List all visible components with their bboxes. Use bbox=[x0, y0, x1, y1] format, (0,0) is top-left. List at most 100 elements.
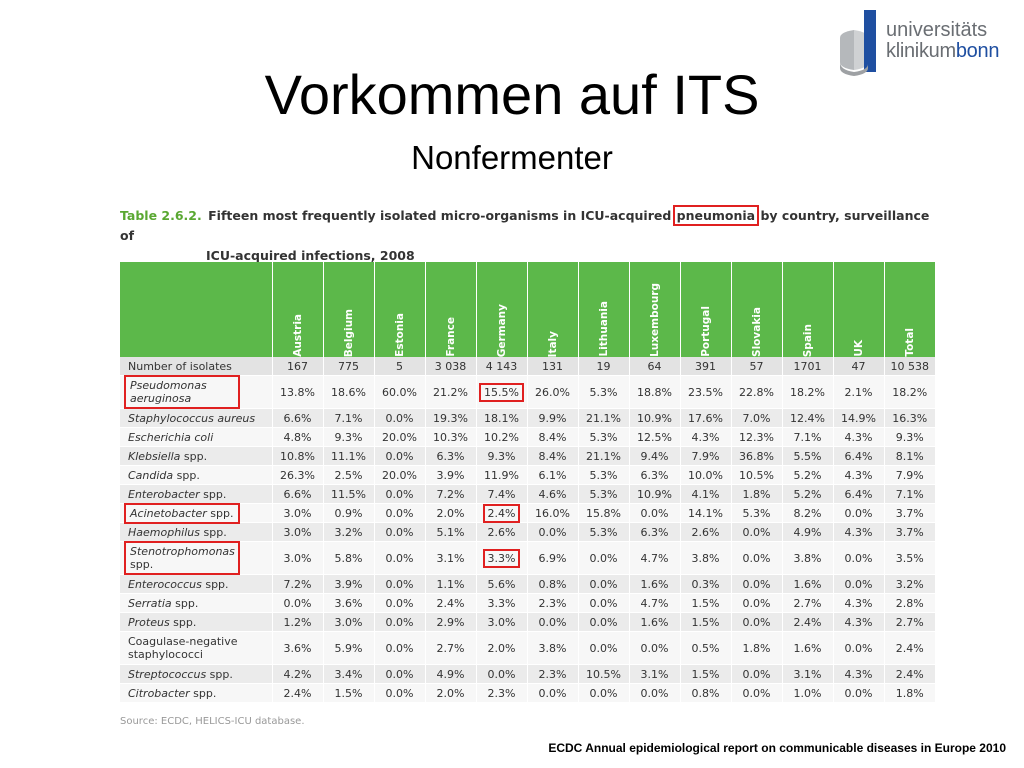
cell-value: 1.8% bbox=[742, 487, 771, 501]
column-label: Italy bbox=[546, 330, 559, 357]
cell-value: 4.3% bbox=[844, 468, 873, 482]
cell: 7.4% bbox=[475, 484, 527, 504]
cell: 0.0% bbox=[730, 593, 782, 613]
cell-value: 5.3% bbox=[589, 430, 618, 444]
cell-value: 2.7% bbox=[436, 641, 465, 655]
cell-value: 10.5% bbox=[739, 468, 774, 482]
organism-name: Candida spp. bbox=[120, 465, 272, 485]
cell: 10 538 bbox=[883, 357, 935, 376]
cell: 17.6% bbox=[679, 408, 731, 428]
cell-value: 0.0% bbox=[487, 667, 516, 681]
table-row: Klebsiella spp. 10.8% 11.1% 0.0% 6.3% 9.3% 8.4… bbox=[120, 446, 935, 466]
column-label: Spain bbox=[801, 323, 814, 357]
cell: 2.3% bbox=[526, 664, 578, 684]
organism-name: Haemophilus spp. bbox=[120, 522, 272, 542]
cell: 0.0% bbox=[526, 612, 578, 632]
cell: 0.0% bbox=[373, 593, 425, 613]
cell: 15.8% bbox=[577, 503, 629, 523]
cell: 16.0% bbox=[526, 503, 578, 523]
cell: 20.0% bbox=[373, 465, 425, 485]
cell-value: 4.3% bbox=[844, 596, 873, 610]
table-row-isolates: Number of isolates 167 775 5 3 038 4 143 131 19… bbox=[120, 357, 935, 376]
cell: 6.3% bbox=[424, 446, 476, 466]
cell: 10.5% bbox=[730, 465, 782, 485]
cell: 0.0% bbox=[373, 408, 425, 428]
organism-label: Acinetobacter spp. bbox=[124, 502, 240, 524]
cell: 14.1% bbox=[679, 503, 731, 523]
cell: 2.0% bbox=[475, 631, 527, 665]
cell: 6.9% bbox=[526, 541, 578, 575]
cell: 8.4% bbox=[526, 427, 578, 447]
cell: 5.2% bbox=[781, 465, 833, 485]
header-spain: Spain bbox=[781, 262, 833, 357]
column-label: Lithuania bbox=[597, 301, 610, 357]
organism-name: Citrobacter spp. bbox=[120, 683, 272, 703]
organism-genus: Citrobacter bbox=[128, 686, 190, 700]
cell-value: 6.9% bbox=[538, 551, 567, 565]
cell: 1.5% bbox=[322, 683, 374, 703]
organism-label: Haemophilus spp. bbox=[128, 526, 227, 539]
cell: 15.5% bbox=[475, 375, 527, 409]
cell: 26.3% bbox=[271, 465, 323, 485]
cell: 7.1% bbox=[883, 484, 935, 504]
cell: 3.0% bbox=[475, 612, 527, 632]
cell: 19 bbox=[577, 357, 629, 376]
cell: 7.2% bbox=[271, 574, 323, 594]
header-belgium: Belgium bbox=[322, 262, 374, 357]
cell: 0.0% bbox=[577, 612, 629, 632]
cell: 4 143 bbox=[475, 357, 527, 376]
cell-value: 16.0% bbox=[535, 506, 570, 520]
cell: 0.0% bbox=[373, 683, 425, 703]
cell: 7.2% bbox=[424, 484, 476, 504]
cell-value: 3.3% bbox=[482, 548, 521, 568]
cell: 3.9% bbox=[424, 465, 476, 485]
caption-part1: Fifteen most frequently isolated micro-o… bbox=[208, 208, 672, 223]
cell-value: 0.0% bbox=[742, 596, 771, 610]
cell-value: 2.9% bbox=[436, 615, 465, 629]
cell-value: 3.0% bbox=[283, 506, 312, 520]
cell: 0.0% bbox=[730, 541, 782, 575]
cell: 5.9% bbox=[322, 631, 374, 665]
cell: 0.0% bbox=[373, 631, 425, 665]
cell: 775 bbox=[322, 357, 374, 376]
cell-value: 0.0% bbox=[385, 686, 414, 700]
cell-value: 0.0% bbox=[385, 596, 414, 610]
column-label: France bbox=[444, 317, 457, 357]
cell: 0.0% bbox=[832, 503, 884, 523]
cell-value: 3.9% bbox=[334, 577, 363, 591]
organism-genus: Enterobacter bbox=[128, 487, 200, 501]
column-label: Belgium bbox=[342, 308, 355, 357]
table-number: Table 2.6.2. bbox=[120, 208, 202, 223]
cell: 391 bbox=[679, 357, 731, 376]
cell: 18.6% bbox=[322, 375, 374, 409]
cell-value: 0.0% bbox=[385, 577, 414, 591]
cell: 0.0% bbox=[730, 612, 782, 632]
header-germany: Germany bbox=[475, 262, 527, 357]
cell-value: 0.0% bbox=[640, 686, 669, 700]
cell-value: 1.6% bbox=[640, 577, 669, 591]
cell-value: 12.4% bbox=[790, 411, 825, 425]
cell-value: 0.5% bbox=[691, 641, 720, 655]
cell: 4.3% bbox=[832, 522, 884, 542]
cell-value: 0.0% bbox=[589, 615, 618, 629]
cell-value: 3.2% bbox=[334, 525, 363, 539]
organism-name: Serratia spp. bbox=[120, 593, 272, 613]
cell: 0.0% bbox=[730, 683, 782, 703]
cell-value: 3.8% bbox=[691, 551, 720, 565]
slide-footer: ECDC Annual epidemiological report on co… bbox=[548, 741, 1006, 755]
cell-value: 9.4% bbox=[640, 449, 669, 463]
organism-genus: Klebsiella bbox=[128, 449, 181, 463]
cell-value: 0.0% bbox=[385, 487, 414, 501]
cell: 18.8% bbox=[628, 375, 680, 409]
cell-value: 10.0% bbox=[688, 468, 723, 482]
organism-suffix: spp. bbox=[201, 577, 229, 591]
cell-value: 1.6% bbox=[793, 641, 822, 655]
organism-label: Stenotrophomonas spp. bbox=[124, 541, 240, 575]
cell: 2.3% bbox=[475, 683, 527, 703]
organism-name: Acinetobacter spp. bbox=[120, 502, 272, 524]
cell: 0.3% bbox=[679, 574, 731, 594]
cell: 20.0% bbox=[373, 427, 425, 447]
cell: 3.2% bbox=[322, 522, 374, 542]
cell: 1.2% bbox=[271, 612, 323, 632]
university-logo: universitäts klinikumbonn bbox=[834, 8, 1020, 78]
